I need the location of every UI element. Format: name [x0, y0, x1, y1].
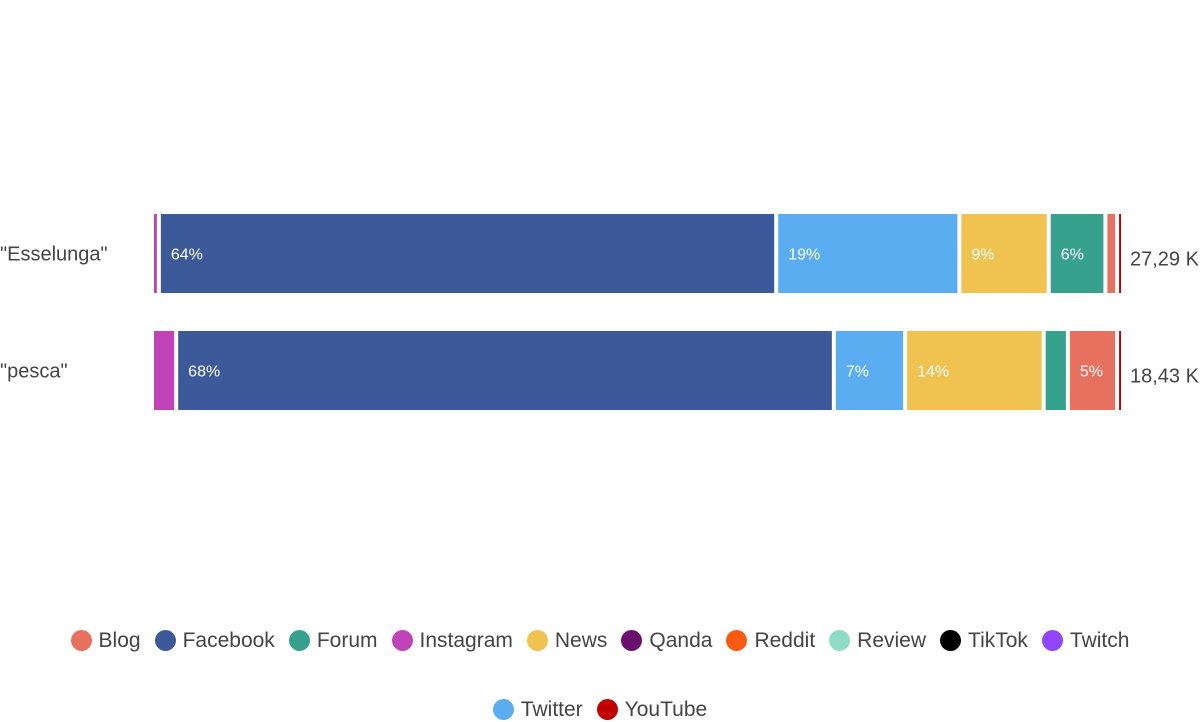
legend-item-review[interactable]: Review	[829, 628, 926, 653]
legend-swatch	[492, 699, 514, 720]
legend-item-tiktok[interactable]: TikTok	[940, 628, 1028, 653]
legend-label: Forum	[316, 629, 378, 652]
bar-segment-forum[interactable]	[1045, 331, 1066, 410]
legend-swatch	[1041, 630, 1063, 651]
legend-item-forum[interactable]: Forum	[288, 628, 378, 653]
data-label: 19%	[788, 247, 820, 264]
data-label: 68%	[188, 364, 220, 381]
legend-swatch	[526, 630, 548, 651]
legend-label: TikTok	[968, 629, 1028, 652]
bar-segment-news[interactable]	[961, 214, 1047, 293]
bar-segment-youtube[interactable]	[1119, 331, 1121, 410]
legend-label: Instagram	[419, 629, 513, 652]
data-label: 14%	[917, 364, 949, 381]
legend-label: Twitter	[520, 698, 583, 721]
legend-swatch	[829, 630, 851, 651]
legend-item-twitch[interactable]: Twitch	[1041, 628, 1130, 653]
data-label: 64%	[171, 247, 203, 264]
bar-segment-news[interactable]	[907, 331, 1042, 410]
legend-item-twitter[interactable]: Twitter	[492, 697, 583, 722]
legend-swatch	[726, 630, 748, 651]
legend-item-reddit[interactable]: Reddit	[726, 628, 815, 653]
data-label: 6%	[1061, 247, 1084, 264]
legend-label: Reddit	[754, 629, 816, 652]
bar-segment-facebook[interactable]	[178, 331, 832, 410]
data-label: 5%	[1080, 364, 1103, 381]
legend-item-news[interactable]: News	[526, 628, 608, 653]
category-label: "pesca"	[0, 361, 68, 383]
legend-label: Review	[857, 629, 927, 652]
bar-segment-twitter[interactable]	[778, 214, 958, 293]
bar-segment-forum[interactable]	[1050, 214, 1104, 293]
category-label: "Esselunga"	[0, 244, 108, 266]
bar-segment-blog[interactable]	[1107, 214, 1116, 293]
row-total-label: 27,29 K	[1130, 249, 1200, 271]
row-total-label: 18,43 K	[1130, 366, 1200, 388]
legend-label: YouTube	[624, 698, 708, 721]
legend-swatch	[391, 630, 413, 651]
legend-label: Facebook	[182, 629, 275, 652]
bar-segment-instagram[interactable]	[154, 331, 175, 410]
chart-legend: Blog Facebook Forum Instagram News Qanda Reddi…	[0, 628, 1200, 722]
legend-label: Blog	[98, 629, 141, 652]
legend-swatch	[596, 699, 618, 720]
legend-swatch	[621, 630, 643, 651]
bar-segment-youtube[interactable]	[1119, 214, 1121, 293]
data-label: 7%	[846, 364, 869, 381]
legend-item-youtube[interactable]: YouTube	[596, 697, 708, 722]
legend-item-blog[interactable]: Blog	[70, 628, 141, 653]
bar-segment-blog[interactable]	[1069, 331, 1116, 410]
bar-segment-facebook[interactable]	[160, 214, 775, 293]
data-label: 9%	[971, 247, 994, 264]
legend-label: Qanda	[649, 629, 713, 652]
legend-swatch	[940, 630, 962, 651]
legend-swatch	[154, 630, 176, 651]
legend-label: Twitch	[1069, 629, 1130, 652]
legend-swatch	[288, 630, 310, 651]
bar-segment-instagram[interactable]	[154, 214, 157, 293]
legend-item-instagram[interactable]: Instagram	[391, 628, 513, 653]
legend-item-qanda[interactable]: Qanda	[621, 628, 712, 653]
legend-swatch	[70, 630, 92, 651]
legend-item-facebook[interactable]: Facebook	[154, 628, 275, 653]
chart-plot-area: "Esselunga" 64% 19% 9% 6% 27,29 K "pesca" 68% 7%…	[0, 214, 1200, 410]
legend-label: News	[554, 629, 608, 652]
bar-segment-twitter[interactable]	[835, 331, 904, 410]
